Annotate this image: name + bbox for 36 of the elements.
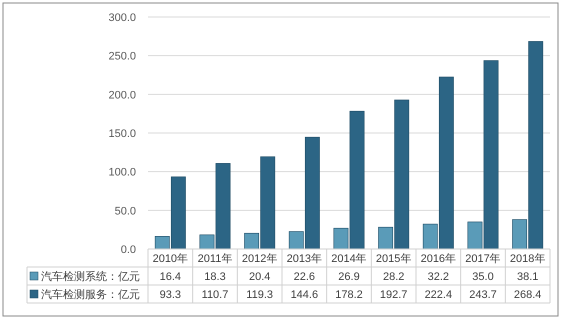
- x-tick-label: 2014年: [331, 253, 367, 265]
- y-tick-label: 0.0: [120, 244, 136, 256]
- data-label: 178.2: [335, 289, 363, 301]
- y-tick-label: 250.0: [108, 50, 136, 63]
- x-tick-label: 2016年: [420, 253, 456, 265]
- data-label: 268.4: [514, 289, 542, 301]
- x-tick-label: 2011年: [198, 253, 232, 265]
- legend-label: 汽车检测服务：亿元: [41, 288, 140, 301]
- y-tick-label: 200.0: [108, 89, 136, 102]
- data-label: 28.2: [382, 271, 404, 283]
- x-tick-label: 2017年: [465, 253, 501, 265]
- y-tick-label: 300.0: [108, 12, 136, 24]
- x-tick-label: 2012年: [242, 253, 278, 265]
- data-label: 18.3: [204, 271, 226, 283]
- x-tick-label: 2010年: [152, 253, 188, 265]
- x-tick-label: 2015年: [376, 253, 412, 265]
- data-label: 119.3: [246, 289, 274, 301]
- y-tick-label: 150.0: [108, 128, 136, 140]
- x-tick-label: 2018年: [510, 253, 546, 265]
- data-label: 93.3: [160, 289, 182, 301]
- x-tick-label: 2013年: [286, 253, 322, 265]
- y-tick-label: 100.0: [108, 166, 136, 179]
- data-label: 222.4: [424, 289, 452, 301]
- data-label: 32.2: [428, 271, 450, 283]
- data-label: 35.0: [472, 271, 494, 283]
- data-label: 16.4: [160, 271, 182, 283]
- data-label: 110.7: [202, 289, 228, 301]
- data-label: 20.4: [248, 271, 270, 283]
- data-label: 243.7: [469, 289, 497, 301]
- y-tick-label: 50.0: [114, 205, 136, 218]
- data-label: 144.6: [290, 289, 318, 301]
- legend-label: 汽车检测系统：亿元: [41, 270, 140, 283]
- data-label: 192.7: [380, 289, 408, 301]
- data-label: 22.6: [294, 271, 316, 283]
- data-label: 38.1: [516, 271, 538, 283]
- data-label: 26.9: [338, 271, 360, 283]
